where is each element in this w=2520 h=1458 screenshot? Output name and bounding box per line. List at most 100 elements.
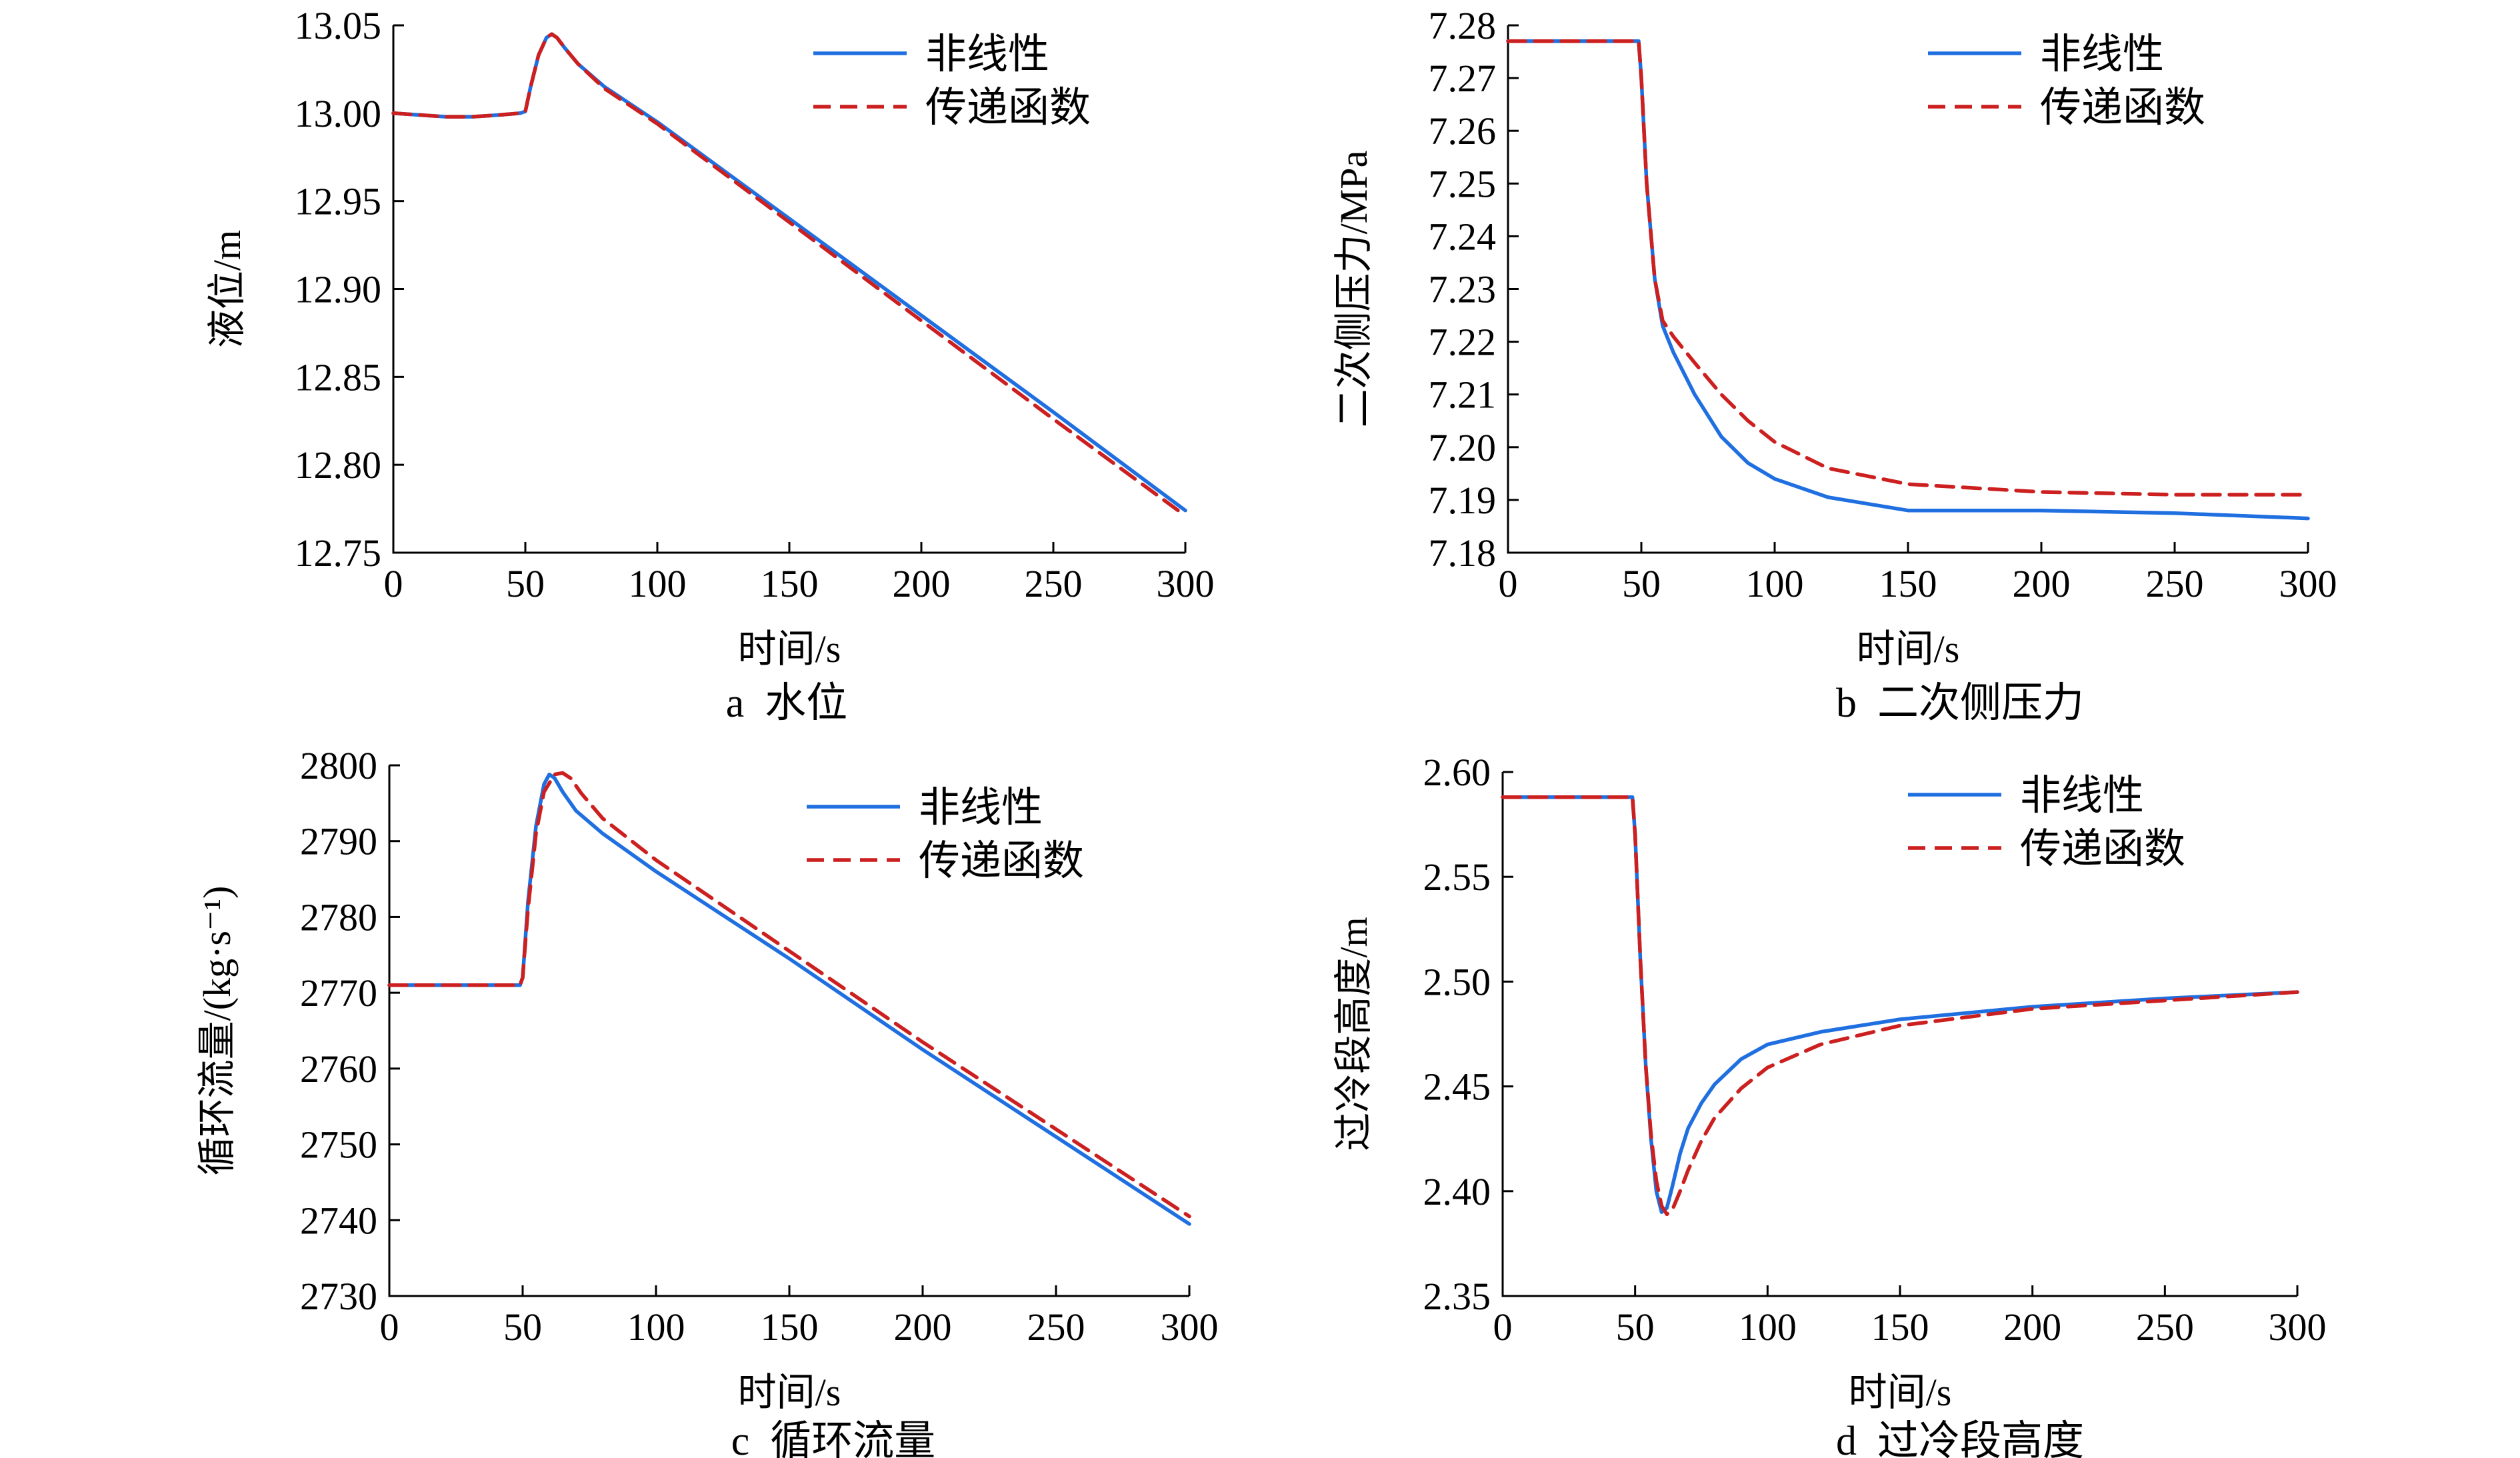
y-tick-label-b-3: 7.21	[1429, 373, 1497, 417]
y-tick-label-d-4: 2.55	[1423, 855, 1491, 899]
x-tick-label-b-0: 0	[1499, 562, 1518, 605]
x-tick-label-b-6: 300	[2279, 562, 2337, 605]
chart-b: 0 50 100 150 200 250 300 7.18 7.19 7.20 7.21 7.22 7.…	[1332, 4, 2337, 726]
y-tick-label-a-3: 12.90	[295, 268, 382, 311]
y-tick-label-a-4: 12.95	[295, 180, 382, 223]
y-tick-label-d-5: 2.60	[1423, 751, 1491, 794]
caption-b: b 二次侧压力	[1836, 681, 2084, 726]
x-axis-label-a: 时间/s	[738, 627, 841, 671]
y-tick-label-b-1: 7.19	[1429, 479, 1497, 522]
y-tick-label-c-0: 2730	[300, 1275, 377, 1318]
y-axis-label-c: 循环流量/(kg·s⁻¹)	[195, 886, 239, 1176]
x-tick-label-a-6: 300	[1157, 562, 1215, 605]
caption-title-b: 二次侧压力	[1877, 681, 2084, 726]
legend-label-transfer-c: 传递函数	[919, 839, 1084, 884]
x-tick-label-b-2: 100	[1746, 562, 1804, 605]
x-tick-label-a-2: 100	[629, 562, 687, 605]
series-d-nonlinear	[1501, 795, 2299, 1214]
legend-label-transfer-a: 传递函数	[925, 85, 1091, 131]
y-tick-label-c-5: 2780	[300, 895, 377, 939]
x-tick-label-a-1: 50	[506, 562, 545, 605]
x-tick-label-a-4: 200	[893, 562, 951, 605]
x-tick-label-a-5: 250	[1025, 562, 1083, 605]
y-axis-label-d: 过冷段高度/m	[1332, 917, 1375, 1151]
caption-a: a 水位	[726, 681, 848, 726]
x-tick-label-c-5: 250	[1027, 1305, 1085, 1349]
x-tick-label-d-2: 100	[1739, 1305, 1797, 1349]
series-b-nonlinear	[1506, 39, 2310, 521]
y-tick-label-b-2: 7.20	[1429, 426, 1497, 469]
y-tick-label-b-9: 7.27	[1429, 57, 1497, 100]
y-tick-label-b-5: 7.23	[1429, 268, 1497, 311]
caption-letter-d: d	[1836, 1419, 1877, 1458]
y-tick-label-b-7: 7.25	[1429, 162, 1497, 205]
y-tick-label-d-2: 2.45	[1423, 1065, 1491, 1109]
x-tick-label-d-6: 300	[2269, 1305, 2327, 1349]
x-tick-label-a-3: 150	[761, 562, 819, 605]
x-tick-label-a-0: 0	[384, 562, 403, 605]
y-tick-label-d-0: 2.35	[1423, 1275, 1491, 1318]
chart-d: 0 50 100 150 200 250 300 2.35 2.40 2.45 2.50 2.55 2.…	[1332, 751, 2327, 1458]
x-tick-label-c-3: 150	[761, 1305, 819, 1349]
y-tick-label-c-6: 2790	[300, 820, 377, 863]
y-tick-label-d-3: 2.50	[1423, 960, 1491, 1003]
chart-a: 0 50 100 150 200 250 300 12.75 12.80 12.85 12.90 12…	[205, 4, 1215, 726]
y-tick-label-a-5: 13.00	[295, 92, 382, 135]
x-tick-label-d-0: 0	[1493, 1305, 1513, 1349]
x-tick-label-c-0: 0	[380, 1305, 399, 1349]
caption-letter-c: c	[731, 1419, 771, 1458]
caption-c: c 循环流量	[731, 1419, 936, 1458]
caption-title-a: 水位	[765, 681, 847, 726]
y-tick-label-d-1: 2.40	[1423, 1170, 1491, 1213]
caption-title-c: 循环流量	[770, 1419, 935, 1458]
series-c-nonlinear	[387, 772, 1191, 1226]
y-tick-label-c-1: 2740	[300, 1199, 377, 1242]
y-tick-label-c-4: 2770	[300, 971, 377, 1015]
x-tick-label-b-4: 200	[2013, 562, 2071, 605]
y-tick-label-a-1: 12.80	[295, 443, 382, 487]
x-tick-label-c-6: 300	[1161, 1305, 1219, 1349]
x-tick-label-d-3: 150	[1871, 1305, 1929, 1349]
y-tick-label-c-2: 2750	[300, 1123, 377, 1167]
legend-label-nonlinear-b: 非线性	[2040, 32, 2164, 77]
y-tick-label-b-8: 7.26	[1429, 109, 1497, 153]
x-tick-label-d-1: 50	[1616, 1305, 1655, 1349]
y-tick-label-b-10: 7.28	[1429, 4, 1497, 47]
y-tick-label-c-3: 2760	[300, 1047, 377, 1091]
legend-label-transfer-d: 传递函数	[2020, 827, 2185, 872]
y-tick-label-a-6: 13.05	[295, 4, 382, 47]
x-tick-label-b-3: 150	[1879, 562, 1937, 605]
y-axis-label-b: 二次侧压力/MPa	[1332, 151, 1375, 428]
y-tick-label-a-2: 12.85	[295, 355, 382, 399]
caption-d: d 过冷段高度	[1836, 1419, 2084, 1458]
x-tick-label-d-4: 200	[2003, 1305, 2061, 1349]
legend-label-nonlinear-a: 非线性	[925, 32, 1049, 77]
x-axis-label-b: 时间/s	[1857, 627, 1960, 671]
x-tick-label-b-1: 50	[1622, 562, 1661, 605]
y-tick-label-b-6: 7.24	[1429, 215, 1497, 258]
x-tick-label-c-2: 100	[627, 1305, 685, 1349]
legend-label-nonlinear-d: 非线性	[2020, 773, 2144, 819]
y-tick-label-c-7: 2800	[300, 744, 377, 787]
series-c-transfer-function	[387, 771, 1191, 1219]
x-axis-label-d: 时间/s	[1849, 1371, 1952, 1414]
y-tick-label-a-0: 12.75	[295, 531, 382, 575]
x-tick-label-c-4: 200	[894, 1305, 952, 1349]
legend-label-transfer-b: 传递函数	[2040, 85, 2205, 131]
caption-letter-b: b	[1836, 681, 1877, 726]
x-tick-label-b-5: 250	[2146, 562, 2204, 605]
x-tick-label-c-1: 50	[503, 1305, 542, 1349]
legend-label-nonlinear-c: 非线性	[919, 785, 1043, 831]
series-d-transfer-function	[1501, 795, 2299, 1217]
y-tick-label-b-4: 7.22	[1429, 321, 1497, 364]
y-axis-label-a: 液位/m	[205, 230, 249, 348]
series-a-transfer-function	[391, 32, 1187, 518]
x-tick-label-d-5: 250	[2136, 1305, 2194, 1349]
chart-c: 0 50 100 150 200 250 300 2730 2740 2750 2760 2770 27…	[195, 744, 1219, 1458]
caption-letter-a: a	[726, 681, 765, 726]
